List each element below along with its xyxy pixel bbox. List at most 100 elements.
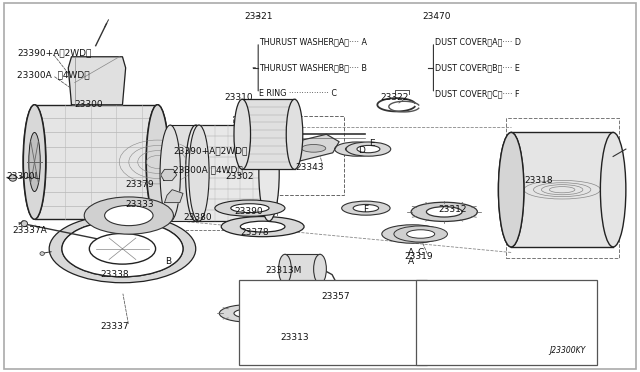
Ellipse shape	[278, 254, 291, 284]
Text: 23390+A㊂2WD㊃: 23390+A㊂2WD㊃	[173, 147, 248, 155]
Ellipse shape	[84, 197, 173, 234]
Text: E RING ················ C: E RING ················ C	[259, 89, 337, 98]
Text: 23333: 23333	[125, 200, 154, 209]
Ellipse shape	[186, 125, 206, 221]
Ellipse shape	[411, 202, 477, 221]
Ellipse shape	[245, 305, 306, 322]
Text: 23379: 23379	[125, 180, 154, 189]
Ellipse shape	[160, 125, 180, 221]
Text: 23380: 23380	[183, 213, 212, 222]
Ellipse shape	[147, 105, 169, 219]
Text: 23378: 23378	[241, 228, 269, 237]
Ellipse shape	[600, 132, 626, 247]
Text: 23300A  ㊂4WD㊃: 23300A ㊂4WD㊃	[17, 71, 90, 80]
Ellipse shape	[353, 205, 379, 212]
Text: A: A	[408, 248, 414, 257]
Text: DUST COVER〈A〉···· D: DUST COVER〈A〉···· D	[435, 38, 521, 46]
FancyBboxPatch shape	[415, 280, 597, 365]
Ellipse shape	[234, 99, 250, 169]
Text: J23300KY: J23300KY	[549, 346, 586, 355]
Text: 23310: 23310	[225, 93, 253, 102]
Ellipse shape	[382, 225, 443, 243]
Polygon shape	[161, 169, 177, 180]
Text: 23338: 23338	[100, 270, 129, 279]
Ellipse shape	[49, 215, 196, 283]
Ellipse shape	[499, 132, 524, 247]
Ellipse shape	[90, 233, 156, 264]
Text: 23390: 23390	[234, 207, 262, 217]
Text: 23313: 23313	[280, 333, 309, 342]
Text: 23300A ㊂4WD㊃: 23300A ㊂4WD㊃	[173, 165, 243, 174]
Text: 23313M: 23313M	[266, 266, 302, 275]
FancyBboxPatch shape	[170, 125, 199, 221]
FancyBboxPatch shape	[35, 105, 157, 219]
Text: E: E	[369, 139, 375, 148]
FancyBboxPatch shape	[239, 280, 427, 365]
Text: 23312: 23312	[438, 205, 467, 215]
Text: 23300L: 23300L	[6, 172, 40, 181]
Ellipse shape	[9, 174, 17, 181]
Ellipse shape	[146, 105, 169, 219]
Ellipse shape	[499, 132, 524, 247]
Text: DUST COVER〈B〉···· E: DUST COVER〈B〉···· E	[435, 63, 520, 72]
Ellipse shape	[62, 221, 183, 277]
Text: 23343: 23343	[296, 163, 324, 172]
Text: 23300: 23300	[75, 100, 103, 109]
Ellipse shape	[296, 305, 357, 322]
Ellipse shape	[310, 309, 342, 318]
Ellipse shape	[396, 229, 428, 239]
Ellipse shape	[314, 254, 326, 284]
Text: DUST COVER〈C〉···· F: DUST COVER〈C〉···· F	[435, 89, 519, 98]
Ellipse shape	[29, 132, 40, 192]
Ellipse shape	[346, 142, 391, 156]
Ellipse shape	[231, 204, 269, 212]
Ellipse shape	[357, 145, 380, 153]
Ellipse shape	[220, 305, 280, 322]
FancyBboxPatch shape	[243, 99, 294, 169]
Ellipse shape	[62, 221, 183, 277]
Text: F: F	[364, 205, 369, 215]
Ellipse shape	[301, 144, 326, 152]
Text: 23302: 23302	[226, 172, 254, 181]
Text: 23337: 23337	[100, 322, 129, 331]
Polygon shape	[288, 134, 339, 162]
Ellipse shape	[221, 217, 304, 237]
Ellipse shape	[346, 145, 369, 153]
Ellipse shape	[394, 226, 447, 242]
Ellipse shape	[285, 309, 317, 318]
Ellipse shape	[426, 207, 462, 217]
Ellipse shape	[335, 142, 380, 156]
Ellipse shape	[259, 309, 291, 318]
FancyBboxPatch shape	[285, 254, 320, 284]
Text: D: D	[358, 147, 365, 155]
Text: THURUST WASHER〈A〉···· A: THURUST WASHER〈A〉···· A	[259, 38, 367, 46]
Polygon shape	[164, 190, 183, 203]
Polygon shape	[68, 57, 125, 105]
Ellipse shape	[23, 105, 46, 219]
Ellipse shape	[21, 221, 28, 227]
Text: 23319: 23319	[404, 251, 433, 261]
Text: 23318: 23318	[524, 176, 552, 185]
Ellipse shape	[234, 309, 266, 318]
Text: 23357: 23357	[321, 292, 350, 301]
Text: THURUST WASHER〈B〉···· B: THURUST WASHER〈B〉···· B	[259, 63, 367, 72]
Ellipse shape	[40, 252, 44, 256]
Ellipse shape	[104, 205, 153, 226]
Ellipse shape	[270, 305, 332, 322]
Text: 23337A: 23337A	[13, 226, 47, 235]
Text: B: B	[165, 257, 172, 266]
Text: 23322: 23322	[381, 93, 409, 102]
Text: C: C	[417, 248, 424, 257]
Ellipse shape	[241, 221, 285, 232]
Ellipse shape	[24, 105, 45, 219]
Text: 23470: 23470	[422, 12, 451, 21]
FancyBboxPatch shape	[196, 125, 269, 221]
Ellipse shape	[406, 230, 435, 238]
Ellipse shape	[259, 125, 279, 221]
Text: 23390+A㊂2WD㊃: 23390+A㊂2WD㊃	[17, 49, 92, 58]
Text: A: A	[408, 257, 414, 266]
Ellipse shape	[189, 125, 209, 221]
Text: 23321: 23321	[245, 12, 273, 21]
FancyBboxPatch shape	[511, 132, 613, 247]
Ellipse shape	[286, 99, 303, 169]
